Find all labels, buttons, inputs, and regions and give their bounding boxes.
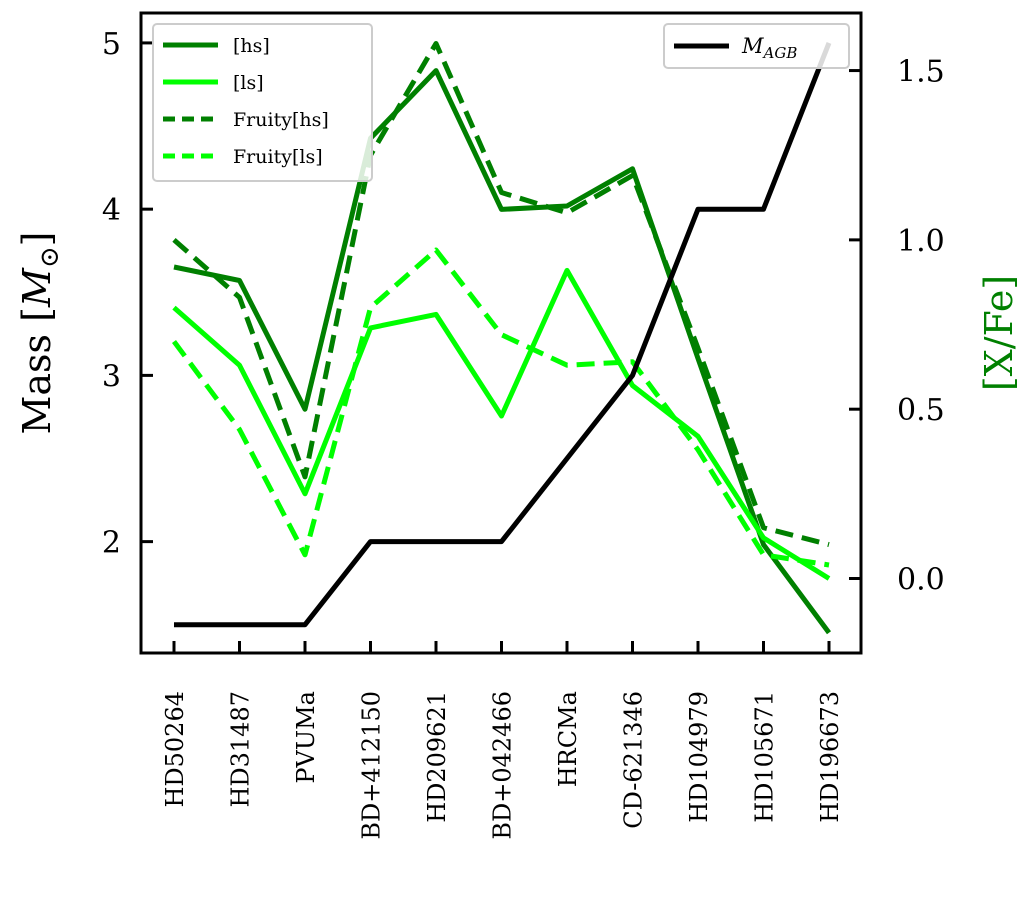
legend-right: MAGB [663, 23, 850, 69]
plot-area: 2 3 4 5 0.0 0.5 1.0 1.5 HD50264 HD31487 PVUMa BD+41… [15, 11, 1021, 840]
x-tick-label: PVUMa [292, 691, 320, 784]
left-tick-label: 2 [102, 526, 121, 561]
x-tick-label: HRCMa [554, 691, 582, 787]
left-axis: 2 3 4 5 [102, 27, 153, 561]
x-axis: HD50264 HD31487 PVUMa BD+412150 HD209621 BD+0… [161, 641, 844, 840]
right-axis: 0.0 0.5 1.0 1.5 [849, 55, 945, 598]
x-tick-label: HD104979 [685, 691, 713, 823]
x-tick-label: HD105671 [751, 691, 779, 823]
legend-left-box [152, 23, 373, 182]
legend-label: [ls] [233, 72, 264, 94]
series-line-fruity-ls [171, 247, 830, 568]
right-tick-label: 0.0 [897, 563, 945, 598]
x-tick-label: HD31487 [227, 691, 255, 808]
left-tick-label: 3 [102, 359, 121, 394]
legend-label: [hs] [233, 35, 270, 57]
series-line-m-agb [174, 41, 832, 628]
x-tick-label: HD50264 [161, 691, 189, 808]
legend-label: Fruity[ls] [233, 146, 323, 168]
x-tick-label: BD+412150 [358, 691, 386, 840]
right-tick-label: 0.5 [897, 393, 945, 428]
x-tick-label: CD-621346 [620, 691, 648, 829]
left-tick-label: 4 [102, 193, 121, 228]
left-tick-label: 5 [102, 27, 121, 62]
x-tick-label: HD209621 [423, 691, 451, 823]
right-tick-label: 1.5 [897, 55, 945, 90]
legend-label: MAGB [741, 34, 797, 62]
right-tick-label: 1.0 [897, 224, 945, 259]
legend-left: [hs] [ls] Fruity[hs] Fruity[ls] [152, 23, 373, 182]
legend-right-box [663, 23, 850, 69]
x-tick-label: BD+042466 [489, 691, 517, 840]
left-axis-title: Mass [M⊙] [15, 231, 65, 434]
series-line-ls [172, 267, 831, 581]
legend-label: Fruity[hs] [233, 109, 329, 131]
series-group [171, 41, 832, 635]
right-axis-title: [X/Fe] [977, 275, 1021, 391]
series-line-hs [173, 68, 832, 635]
series-line-fruity-hs [172, 41, 830, 548]
x-tick-label: HD196673 [816, 691, 844, 823]
